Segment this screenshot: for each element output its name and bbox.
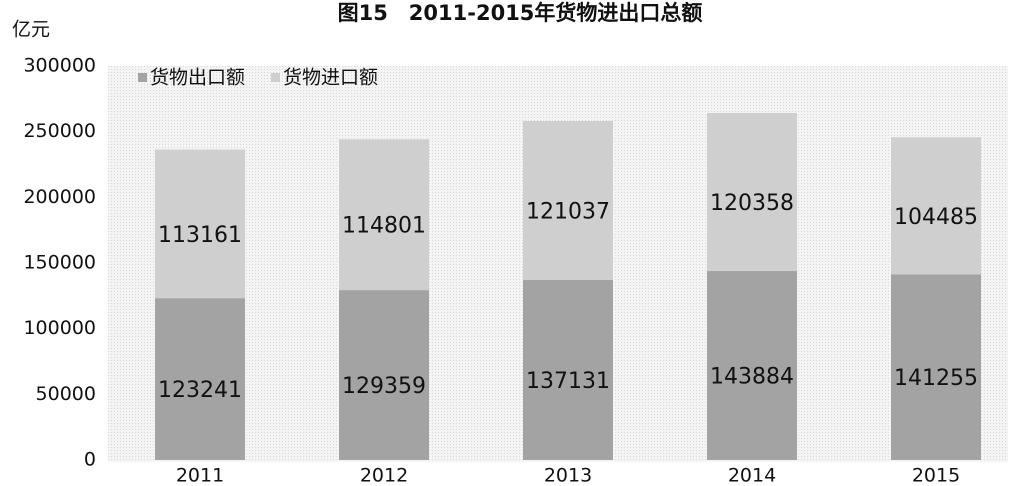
data-label: 137131 — [526, 369, 610, 394]
chart-title: 图15 2011-2015年货物进出口总额 — [338, 1, 703, 25]
data-label: 114801 — [342, 214, 426, 239]
legend-label: 货物进口额 — [283, 67, 378, 89]
data-label: 123241 — [158, 378, 242, 403]
y-tick-label: 250000 — [23, 120, 96, 142]
bar-segment — [891, 274, 981, 460]
bar-segment — [155, 298, 245, 460]
bar-segment — [155, 149, 245, 299]
x-tick-label: 2011 — [176, 465, 224, 486]
y-axis-label: 亿元 — [12, 19, 50, 41]
y-tick-label: 150000 — [23, 252, 96, 274]
data-label: 104485 — [894, 205, 978, 230]
y-tick-label: 100000 — [23, 317, 96, 339]
y-tick-label: 50000 — [36, 383, 96, 405]
data-label: 120358 — [710, 191, 794, 216]
bar-segment — [339, 290, 429, 460]
bar-segment — [523, 279, 613, 460]
legend-swatch — [271, 73, 281, 82]
bar-segment — [339, 139, 429, 291]
x-tick-label: 2013 — [544, 465, 592, 486]
y-tick-label: 0 — [84, 449, 96, 471]
bar-segment — [707, 271, 797, 460]
legend-swatch — [138, 73, 147, 82]
x-tick-label: 2014 — [728, 465, 776, 486]
data-label: 129359 — [342, 374, 426, 399]
data-label: 121037 — [526, 199, 610, 224]
x-tick-label: 2012 — [360, 465, 408, 486]
x-tick-label: 2015 — [912, 465, 960, 486]
bar-segment — [707, 112, 797, 272]
y-tick-label: 300000 — [23, 55, 96, 77]
bar-segment — [523, 120, 613, 280]
bar-segment — [891, 137, 981, 275]
data-label: 113161 — [158, 223, 242, 248]
data-label: 143884 — [710, 365, 794, 390]
data-label: 141255 — [894, 366, 978, 391]
legend-label: 货物出口额 — [150, 67, 245, 89]
y-tick-label: 200000 — [23, 186, 96, 208]
